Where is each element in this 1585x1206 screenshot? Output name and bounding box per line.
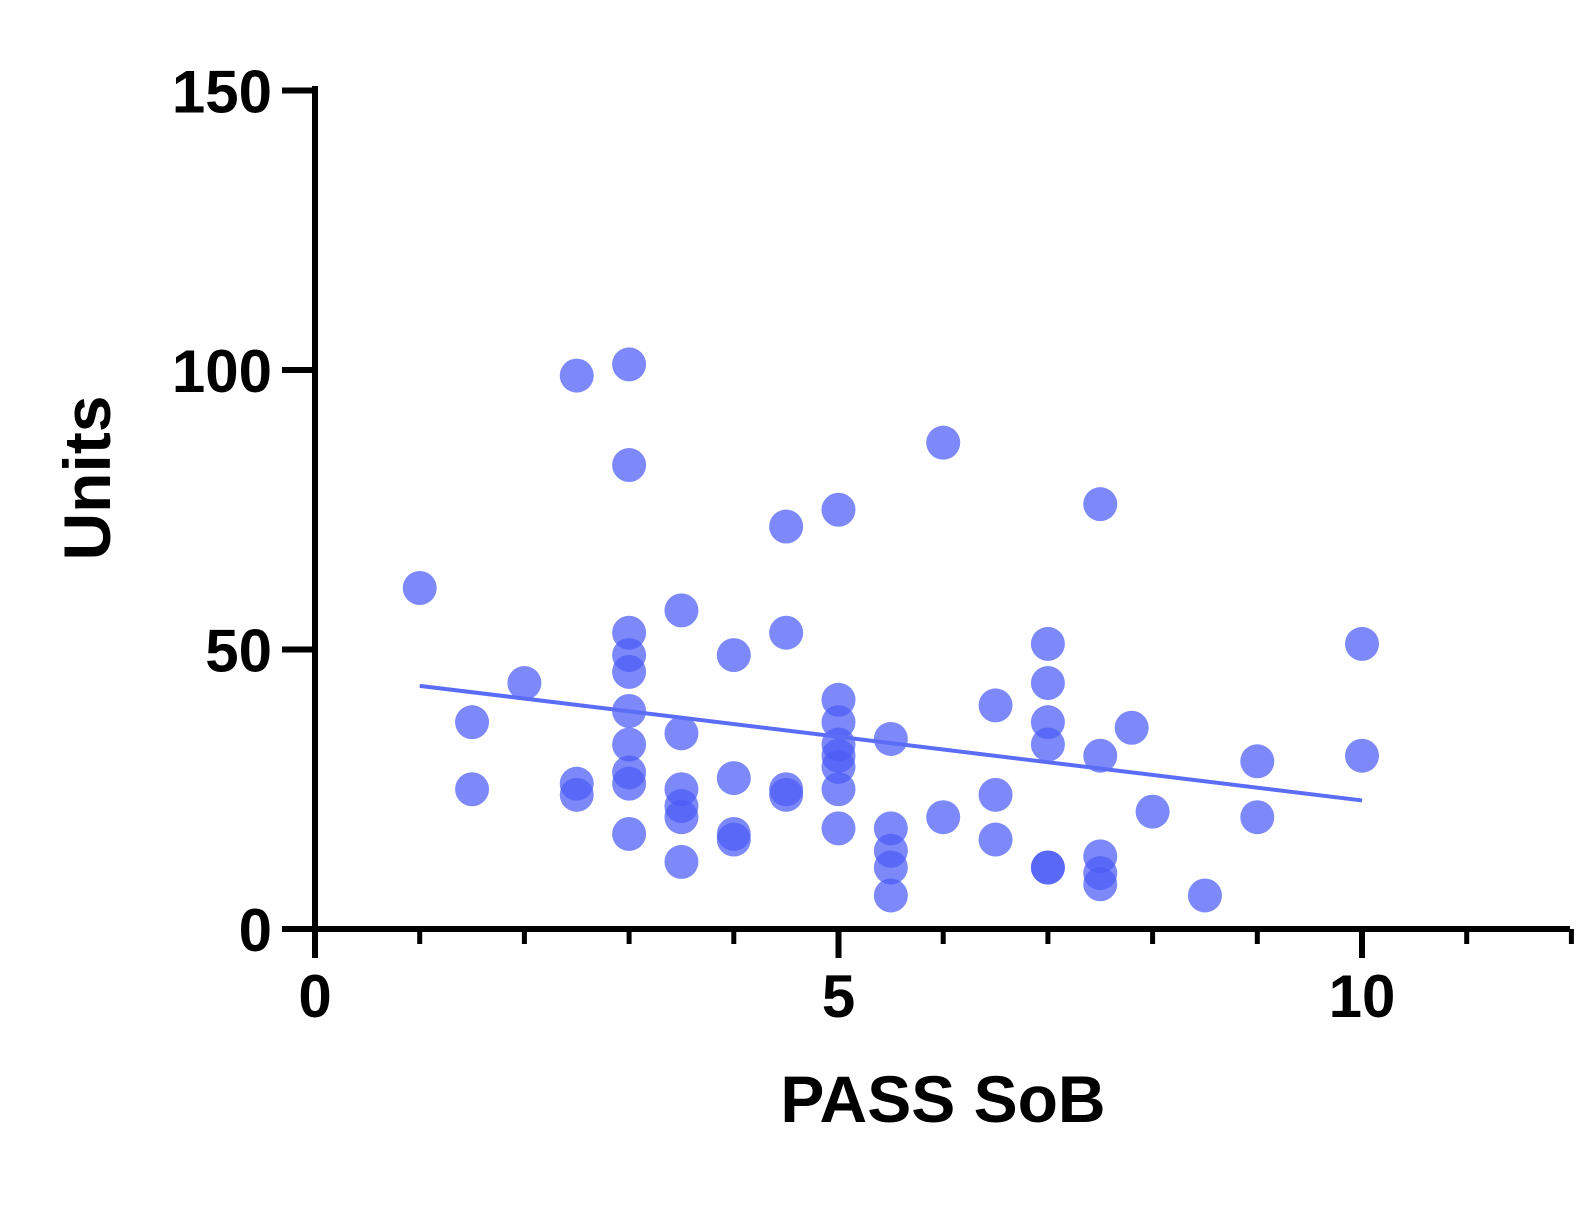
data-point-31 (821, 492, 856, 527)
data-point-13 (612, 727, 647, 762)
data-point-54 (1030, 850, 1065, 885)
data-point-22 (664, 844, 699, 879)
y-axis-title: Units (50, 396, 124, 561)
data-point-50 (1030, 666, 1065, 701)
data-point-48 (978, 822, 1013, 857)
x-tick-label-5: 5 (822, 963, 855, 1030)
ticks-layer: 0 50 100 150 0 5 10 (172, 59, 1574, 1030)
data-point-15 (612, 766, 647, 801)
data-point-24 (716, 761, 751, 796)
data-point-42 (873, 850, 908, 885)
y-tick-label-0: 0 (239, 897, 272, 964)
data-point-61 (1135, 794, 1170, 829)
data-point-4 (559, 358, 594, 393)
y-tick-label-100: 100 (172, 338, 272, 405)
data-point-47 (978, 777, 1013, 812)
data-point-30 (769, 777, 804, 812)
data-point-60 (1114, 710, 1149, 745)
data-point-52 (1030, 727, 1065, 762)
data-point-27 (769, 509, 804, 544)
data-point-39 (873, 721, 908, 756)
data-point-6 (559, 777, 594, 812)
data-point-11 (612, 654, 647, 689)
data-point-43 (873, 878, 908, 913)
data-point-59 (1083, 867, 1118, 902)
data-point-7 (612, 347, 647, 382)
data-point-3 (507, 666, 542, 701)
data-point-21 (664, 800, 699, 835)
data-point-16 (612, 816, 647, 851)
trend-line (419, 683, 1363, 803)
data-point-65 (1345, 626, 1379, 661)
data-point-37 (821, 772, 856, 807)
data-point-49 (1030, 626, 1065, 661)
data-point-38 (821, 811, 856, 846)
data-point-0 (402, 571, 437, 606)
data-point-64 (1240, 800, 1275, 835)
x-tick-label-0: 0 (298, 963, 331, 1030)
data-point-46 (978, 688, 1013, 723)
y-tick-label-150: 150 (172, 59, 272, 126)
data-point-55 (1083, 487, 1118, 522)
data-point-23 (716, 638, 751, 673)
data-point-17 (664, 593, 699, 628)
data-point-45 (926, 800, 961, 835)
data-point-18 (664, 716, 699, 751)
data-point-62 (1187, 878, 1222, 913)
data-point-26 (716, 822, 751, 857)
x-tick-label-10: 10 (1329, 963, 1396, 1030)
data-point-8 (612, 448, 647, 483)
data-point-66 (1345, 738, 1379, 773)
points-layer (402, 347, 1379, 913)
data-point-2 (455, 772, 490, 807)
data-point-63 (1240, 744, 1275, 779)
x-axis-title: PASS SoB (780, 1062, 1105, 1136)
y-tick-label-50: 50 (205, 618, 272, 685)
data-point-28 (769, 615, 804, 650)
data-point-1 (455, 705, 490, 740)
data-point-56 (1083, 738, 1118, 773)
trendline-layer (419, 683, 1363, 803)
data-point-44 (926, 425, 961, 460)
